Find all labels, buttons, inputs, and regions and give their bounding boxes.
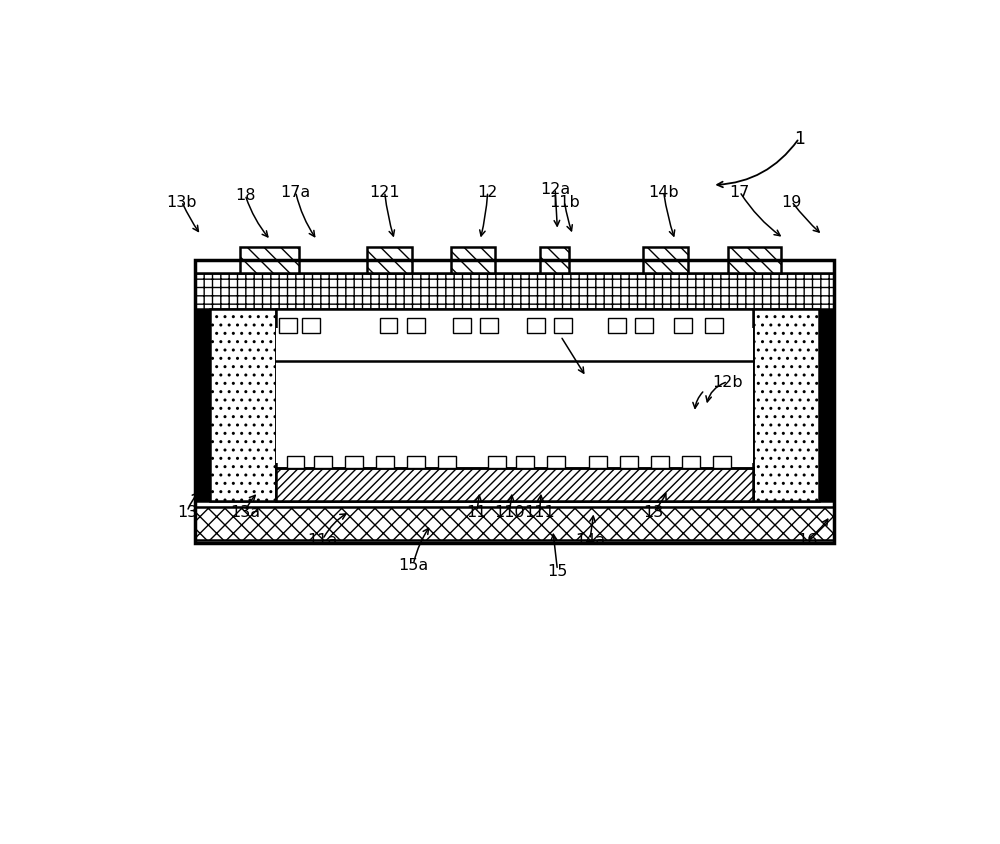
Bar <box>279 319 297 333</box>
Bar <box>488 457 506 468</box>
Bar <box>819 309 834 501</box>
Text: 16: 16 <box>797 533 817 548</box>
Text: 17a: 17a <box>280 185 311 200</box>
Bar <box>276 468 753 501</box>
Bar <box>540 247 569 273</box>
Bar <box>367 247 412 273</box>
Bar <box>643 247 688 273</box>
Text: 111: 111 <box>524 505 555 520</box>
Bar <box>195 273 834 309</box>
Bar <box>302 319 320 333</box>
Text: 13b: 13b <box>166 194 197 209</box>
Bar <box>728 247 781 273</box>
Text: 110: 110 <box>494 505 525 520</box>
Bar <box>195 261 834 273</box>
Text: 14a: 14a <box>575 533 605 548</box>
Text: 11b: 11b <box>549 194 580 209</box>
Text: 13: 13 <box>177 505 197 520</box>
Bar <box>589 457 607 468</box>
Bar <box>407 319 425 333</box>
Text: 13: 13 <box>643 505 664 520</box>
Bar <box>438 457 456 468</box>
Bar <box>516 457 534 468</box>
Bar <box>620 457 638 468</box>
Text: 17: 17 <box>729 185 750 200</box>
Bar <box>210 309 276 501</box>
Bar <box>713 457 731 468</box>
Bar <box>450 247 495 273</box>
Text: 12a: 12a <box>540 181 570 197</box>
Text: 15a: 15a <box>398 557 428 572</box>
Bar <box>453 319 471 333</box>
Text: 11: 11 <box>467 505 487 520</box>
Bar <box>635 319 653 333</box>
Bar <box>527 319 545 333</box>
Bar <box>753 309 819 501</box>
Text: 18: 18 <box>235 188 255 203</box>
Bar <box>407 457 425 468</box>
Bar <box>380 319 397 333</box>
Bar <box>705 319 723 333</box>
Text: 15: 15 <box>547 563 568 578</box>
Bar <box>240 247 299 273</box>
Bar <box>314 457 332 468</box>
Text: 13a: 13a <box>230 505 260 520</box>
Text: 12: 12 <box>478 185 498 200</box>
Text: 19: 19 <box>781 194 802 209</box>
Bar <box>287 457 304 468</box>
Bar <box>195 261 834 544</box>
Bar <box>651 457 669 468</box>
Bar <box>674 319 692 333</box>
Bar <box>195 309 834 501</box>
Text: 1: 1 <box>794 130 805 148</box>
Bar <box>480 319 498 333</box>
Bar <box>276 328 753 463</box>
Bar <box>554 319 572 333</box>
Bar <box>547 457 565 468</box>
Text: 11a: 11a <box>307 533 338 548</box>
Text: 12b: 12b <box>713 375 743 390</box>
Bar <box>376 457 394 468</box>
Bar <box>682 457 700 468</box>
Bar <box>345 457 363 468</box>
Bar <box>276 309 753 501</box>
Text: 121: 121 <box>369 185 400 200</box>
Bar <box>195 309 210 501</box>
Bar <box>195 507 834 540</box>
Text: 14b: 14b <box>648 185 679 200</box>
Bar <box>608 319 626 333</box>
